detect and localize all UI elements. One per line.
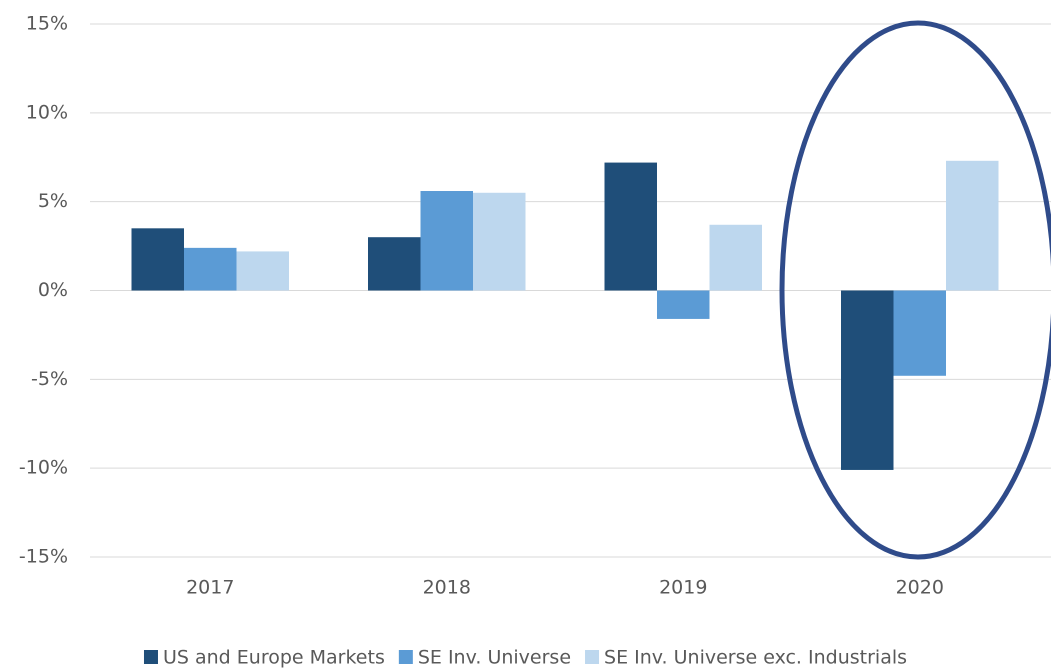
- bar: [368, 237, 421, 291]
- bar: [604, 162, 657, 291]
- bars: [131, 160, 999, 470]
- legend-swatch: [585, 650, 600, 664]
- bar: [893, 290, 946, 376]
- y-tick-label: 0%: [38, 279, 68, 301]
- x-tick-label: 2020: [896, 577, 944, 599]
- bar: [184, 247, 237, 291]
- y-tick-label: -5%: [31, 368, 68, 390]
- legend-label: SE Inv. Universe: [418, 647, 571, 669]
- bar: [946, 160, 999, 291]
- bar: [841, 290, 894, 470]
- legend-label: US and Europe Markets: [163, 647, 385, 669]
- bar: [709, 224, 762, 291]
- bar: [657, 290, 710, 319]
- legend-label: SE Inv. Universe exc. Industrials: [604, 647, 907, 669]
- x-tick-label: 2019: [659, 577, 707, 599]
- legend-swatch: [398, 650, 413, 664]
- x-tick-label: 2017: [186, 577, 234, 599]
- bar: [473, 192, 526, 291]
- y-tick-label: -10%: [19, 457, 68, 479]
- y-tick-label: -15%: [19, 546, 68, 568]
- y-tick-label: 15%: [26, 13, 68, 35]
- highlight-ellipse: [779, 20, 1051, 560]
- y-tick-label: 10%: [26, 101, 68, 123]
- bar: [420, 191, 473, 291]
- y-tick-label: 5%: [38, 190, 68, 212]
- legend-swatch: [143, 650, 158, 664]
- bar: [131, 228, 184, 291]
- x-tick-label: 2018: [423, 577, 471, 599]
- bar: [236, 251, 289, 291]
